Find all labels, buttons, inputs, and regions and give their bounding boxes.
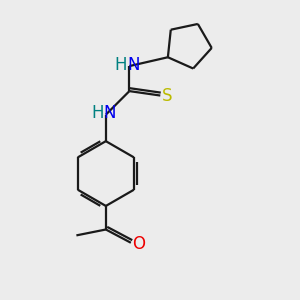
Text: H: H <box>91 104 104 122</box>
Text: S: S <box>161 86 172 104</box>
Text: N: N <box>127 56 140 74</box>
Text: H: H <box>114 56 127 74</box>
Text: O: O <box>132 235 145 253</box>
Text: N: N <box>103 104 116 122</box>
